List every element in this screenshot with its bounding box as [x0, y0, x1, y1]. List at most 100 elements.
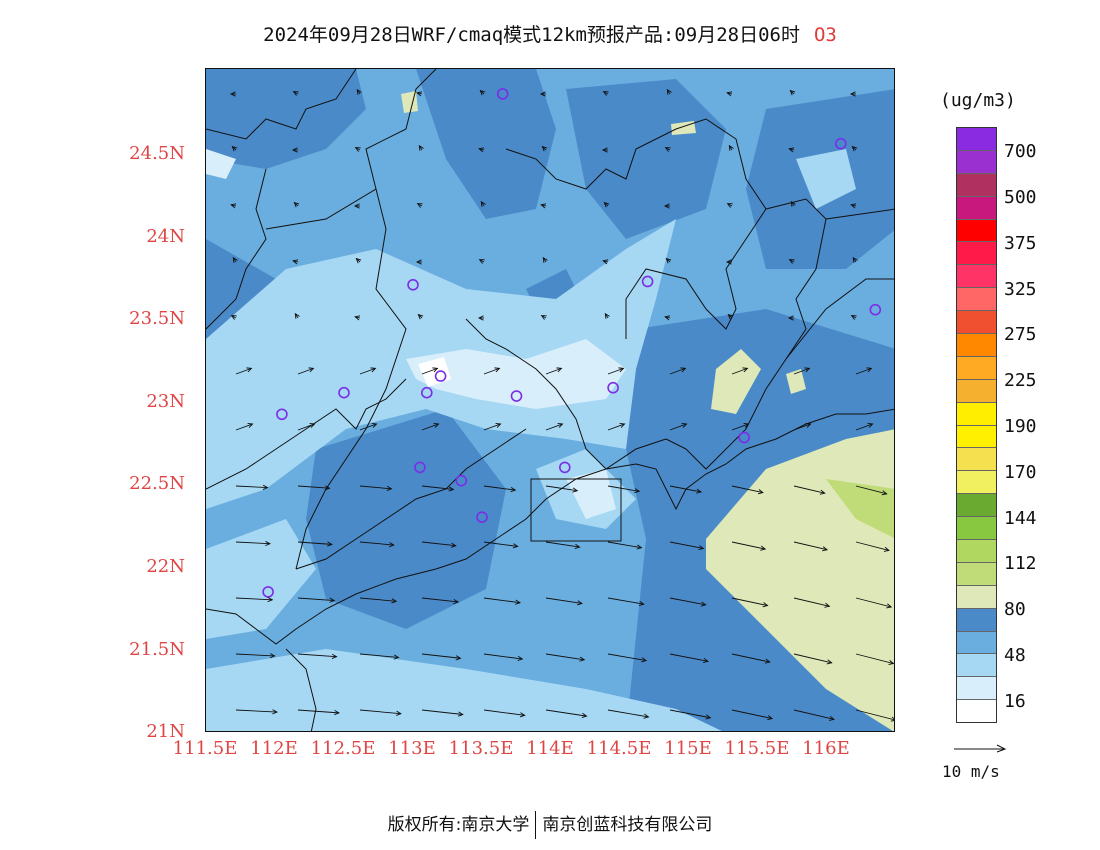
station-marker [434, 370, 447, 382]
wind-vector [235, 540, 271, 547]
wind-vector [483, 423, 502, 431]
colorbar-label: 500 [1004, 187, 1037, 208]
wind-vector [793, 709, 835, 721]
wind-vector [602, 259, 609, 265]
wind-vector [725, 259, 732, 265]
colorbar-label: 112 [1004, 553, 1037, 574]
wind-vector [359, 541, 395, 548]
wind-vector [421, 597, 460, 605]
wind-vector [788, 147, 795, 153]
wind-vector [607, 709, 650, 719]
lon-label-115E: 115E [664, 738, 712, 759]
wind-vector [354, 315, 361, 321]
wind-vector [790, 200, 796, 207]
wind-vector [731, 485, 764, 495]
boundary-line [825, 208, 894, 220]
lat-label-21N: 21N [146, 721, 185, 742]
wind-vector [726, 203, 733, 208]
station-marker [869, 303, 882, 316]
wind-vector [297, 423, 316, 431]
wind-vector [293, 201, 300, 208]
wind-vector [421, 709, 464, 717]
wind-vector [297, 597, 336, 603]
colorbar-label: 16 [1004, 691, 1026, 712]
field-band-16-32 [566, 469, 616, 519]
wind-vector [669, 423, 688, 431]
wind-vector [297, 367, 315, 375]
wind-vector [604, 312, 610, 319]
colorbar-swatch [957, 219, 996, 243]
boundary-line [505, 118, 767, 339]
wind-vector [545, 653, 586, 662]
field-band-64-80 [416, 69, 556, 219]
colorbar-label: 275 [1004, 324, 1037, 345]
wind-vector [359, 485, 393, 492]
wind-vector [793, 653, 833, 665]
colorbar-swatch [957, 654, 996, 678]
wind-reference-arrow-icon [954, 744, 1007, 753]
lon-label-113E: 113E [388, 738, 436, 759]
lat-label-24.5N: 24.5N [129, 143, 185, 164]
boundary-line [295, 428, 527, 570]
lon-label-112.5E: 112.5E [310, 738, 376, 759]
wind-vector [669, 541, 705, 551]
wind-vector [541, 145, 548, 152]
wind-vector [731, 709, 774, 721]
wind-vector [540, 203, 547, 209]
boundary-line [265, 69, 437, 230]
wind-vector [359, 367, 377, 375]
wind-vector [297, 541, 333, 547]
wind-vector [483, 597, 522, 605]
station-marker [338, 386, 350, 399]
colorbar-swatch [957, 631, 996, 655]
wind-vector [294, 312, 300, 319]
copyright-org1: 南京大学 [461, 815, 530, 835]
wind-vector [359, 653, 400, 660]
wind-vector [297, 709, 340, 716]
ozone-concentration-field [206, 69, 894, 731]
wind-vector [235, 367, 253, 375]
boundary-line [206, 69, 357, 140]
colorbar-swatch [957, 196, 996, 220]
field-band-64-80 [566, 79, 726, 239]
wind-vector [292, 259, 299, 265]
wind-vector [788, 259, 795, 264]
lon-label-111.5E: 111.5E [172, 738, 238, 759]
wind-vector [235, 597, 274, 603]
wind-vector [545, 367, 563, 375]
wind-vector [669, 597, 707, 607]
wind-vector [359, 597, 398, 604]
wind-vector [421, 541, 457, 548]
colorbar-label: 144 [1004, 508, 1037, 529]
station-marker [510, 390, 523, 402]
colorbar-swatch [957, 128, 996, 151]
wind-vector [855, 541, 890, 552]
wind-vector [663, 203, 670, 209]
wind-vector [235, 653, 276, 659]
wind-vector [603, 201, 610, 208]
lat-label-24N: 24N [146, 226, 185, 247]
wind-vector [421, 367, 439, 375]
field-band-80-112 [786, 369, 806, 394]
boundary-line [785, 278, 894, 360]
colorbar-swatch [957, 242, 996, 266]
wind-vector [353, 203, 360, 209]
boundary-line [465, 318, 667, 470]
wind-vector [602, 91, 609, 96]
field-band-80-112 [401, 91, 418, 113]
wind-vector [855, 485, 888, 496]
wind-vector [669, 367, 687, 375]
pollutant-species-label: O3 [813, 24, 837, 46]
wind-vector [545, 709, 588, 719]
boundary-line [295, 188, 407, 570]
field-band-16-32 [206, 149, 236, 179]
colorbar-swatch [957, 585, 996, 609]
station-marker [407, 279, 419, 291]
wind-vector [478, 259, 485, 264]
station-marker [276, 408, 288, 421]
colorbar-label: 170 [1004, 462, 1037, 483]
wind-vector [230, 203, 237, 209]
boundary-line [206, 168, 267, 330]
lat-label-22N: 22N [146, 556, 185, 577]
field-band-112-144 [826, 479, 894, 538]
